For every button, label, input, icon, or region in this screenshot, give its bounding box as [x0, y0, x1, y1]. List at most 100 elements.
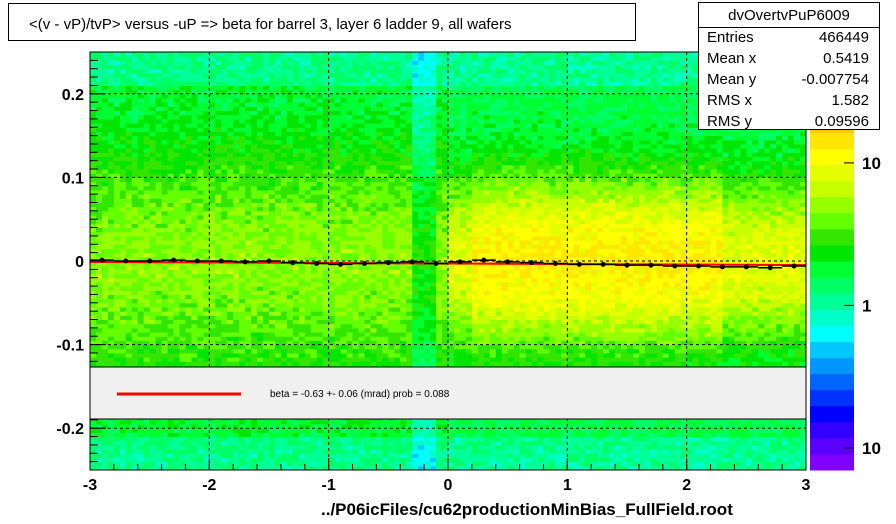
heatmap-cell — [251, 340, 258, 346]
heatmap-cell — [322, 118, 330, 124]
heatmap-cell — [358, 72, 365, 78]
heatmap-cell — [304, 306, 312, 312]
heatmap-cell — [95, 102, 103, 107]
heatmap-cell — [107, 81, 115, 86]
heatmap-cell — [245, 323, 252, 329]
heatmap-cell — [370, 173, 377, 178]
heatmap-cell — [304, 461, 312, 467]
heatmap-cell — [155, 298, 163, 304]
heatmap-cell — [185, 352, 192, 358]
heatmap-cell — [90, 436, 97, 442]
heatmap-cell — [227, 440, 234, 446]
heatmap-cell — [298, 206, 306, 212]
heatmap-cell — [119, 72, 127, 78]
heatmap-cell — [113, 139, 121, 145]
heatmap-cell — [346, 202, 354, 208]
heatmap-cell — [179, 56, 186, 61]
heatmap-cell — [322, 106, 330, 112]
heatmap-cell — [382, 244, 389, 249]
heatmap-cell — [376, 177, 383, 183]
heatmap-cell — [125, 177, 133, 183]
heatmap-cell — [316, 118, 324, 124]
heatmap-cell — [370, 202, 377, 208]
heatmap-cell — [239, 152, 246, 157]
heatmap-cell — [376, 198, 383, 203]
heatmap-cell — [358, 273, 365, 279]
heatmap-cell — [298, 252, 306, 258]
heatmap-cell — [298, 286, 306, 291]
heatmap-cell — [215, 81, 222, 86]
heatmap-cell — [286, 294, 294, 300]
heatmap-cell — [298, 97, 306, 103]
heatmap-cell — [161, 256, 169, 262]
heatmap-cell — [269, 302, 276, 308]
heatmap-cell — [310, 319, 318, 325]
heatmap-cell — [251, 64, 258, 70]
heatmap-cell — [257, 160, 264, 166]
heatmap-cell — [316, 340, 324, 346]
heatmap-cell — [292, 177, 300, 183]
heatmap-cell — [239, 449, 246, 454]
heatmap-cell — [310, 169, 318, 174]
heatmap-cell — [346, 131, 354, 137]
heatmap-cell — [161, 64, 169, 70]
heatmap-cell — [334, 152, 342, 157]
heatmap-cell — [376, 123, 383, 128]
heatmap-cell — [155, 194, 163, 199]
heatmap-cell — [292, 219, 300, 224]
heatmap-cell — [304, 52, 312, 57]
heatmap-cell — [239, 311, 246, 316]
heatmap-cell — [107, 198, 115, 203]
heatmap-cell — [107, 461, 115, 467]
heatmap-cell — [370, 85, 377, 91]
heatmap-cell — [227, 72, 234, 78]
heatmap-cell — [119, 256, 127, 262]
heatmap-cell — [185, 227, 192, 233]
heatmap-cell — [280, 123, 288, 128]
heatmap-cell — [358, 202, 365, 208]
heatmap-cell — [203, 444, 210, 450]
heatmap-cell — [167, 215, 175, 220]
heatmap-cell — [328, 248, 336, 254]
heatmap-cell — [90, 449, 97, 454]
heatmap-cell — [227, 286, 234, 291]
heatmap-cell — [263, 223, 270, 229]
heatmap-cell — [352, 60, 359, 66]
heatmap-cell — [257, 361, 264, 366]
heatmap-cell — [161, 352, 169, 358]
heatmap-cell — [221, 64, 228, 70]
heatmap-cell — [370, 265, 377, 270]
heatmap-cell — [90, 281, 97, 287]
heatmap-cell — [370, 231, 377, 237]
heatmap-cell — [376, 156, 383, 162]
heatmap-cell — [203, 265, 210, 270]
heatmap-cell — [131, 56, 139, 61]
heatmap-cell — [251, 265, 258, 270]
heatmap-cell — [113, 123, 121, 128]
heatmap-cell — [280, 332, 288, 337]
heatmap-cell — [233, 440, 240, 446]
heatmap-cell — [251, 306, 258, 312]
heatmap-cell — [233, 248, 240, 254]
heatmap-cell — [316, 81, 324, 86]
heatmap-cell — [274, 177, 282, 183]
heatmap-cell — [322, 231, 330, 237]
heatmap-cell — [292, 281, 300, 287]
heatmap-cell — [364, 336, 371, 341]
heatmap-cell — [107, 286, 115, 291]
heatmap-cell — [382, 336, 389, 341]
heatmap-cell — [364, 185, 371, 191]
heatmap-cell — [263, 424, 270, 429]
heatmap-cell — [125, 290, 133, 295]
heatmap-cell — [125, 152, 133, 157]
heatmap-cell — [340, 344, 348, 350]
heatmap-cell — [310, 361, 318, 366]
heatmap-cell — [107, 311, 115, 316]
heatmap-cell — [191, 97, 198, 103]
heatmap-cell — [125, 235, 133, 241]
heatmap-cell — [185, 68, 192, 74]
heatmap-cell — [316, 210, 324, 216]
heatmap-cell — [167, 361, 175, 366]
heatmap-cell — [358, 139, 365, 145]
heatmap-cell — [149, 298, 157, 304]
